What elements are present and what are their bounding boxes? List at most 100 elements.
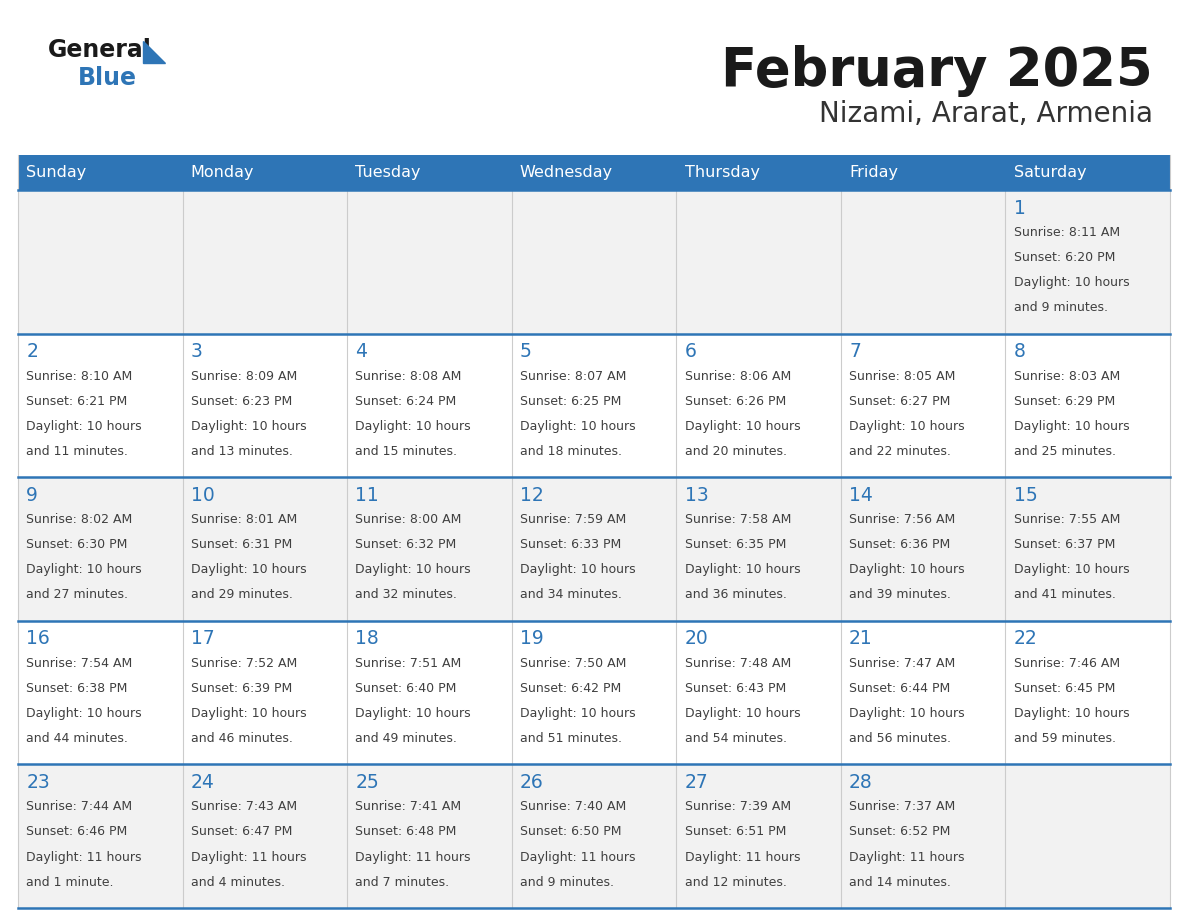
Text: 16: 16 [26,630,50,648]
Bar [18,333,1170,477]
Text: Sunset: 6:29 PM: Sunset: 6:29 PM [1013,395,1114,408]
Text: Daylight: 10 hours: Daylight: 10 hours [1013,564,1130,577]
Text: Sunset: 6:52 PM: Sunset: 6:52 PM [849,825,950,838]
Bar [18,190,1170,333]
Text: and 7 minutes.: and 7 minutes. [355,876,449,889]
Text: Sunset: 6:27 PM: Sunset: 6:27 PM [849,395,950,408]
Text: Daylight: 11 hours: Daylight: 11 hours [355,851,470,864]
Text: Daylight: 10 hours: Daylight: 10 hours [520,564,636,577]
Text: Daylight: 10 hours: Daylight: 10 hours [355,564,470,577]
Text: Sunset: 6:36 PM: Sunset: 6:36 PM [849,538,950,551]
Text: and 36 minutes.: and 36 minutes. [684,588,786,601]
Text: 9: 9 [26,486,38,505]
Text: and 49 minutes.: and 49 minutes. [355,732,457,745]
Text: Sunday: Sunday [26,165,87,180]
Text: and 4 minutes.: and 4 minutes. [191,876,285,889]
Text: 7: 7 [849,342,861,361]
Text: Daylight: 10 hours: Daylight: 10 hours [1013,707,1130,720]
Text: Sunset: 6:43 PM: Sunset: 6:43 PM [684,682,785,695]
Text: Sunset: 6:42 PM: Sunset: 6:42 PM [520,682,621,695]
Text: Daylight: 10 hours: Daylight: 10 hours [355,420,470,432]
Text: Sunrise: 7:40 AM: Sunrise: 7:40 AM [520,800,626,813]
Bar [18,765,1170,908]
Text: Daylight: 10 hours: Daylight: 10 hours [26,564,141,577]
Text: Sunset: 6:20 PM: Sunset: 6:20 PM [1013,251,1116,264]
Text: 19: 19 [520,630,544,648]
Text: Sunset: 6:21 PM: Sunset: 6:21 PM [26,395,127,408]
Text: 24: 24 [191,773,215,792]
Text: Daylight: 10 hours: Daylight: 10 hours [520,420,636,432]
Bar [18,155,183,190]
Bar [18,477,1170,621]
Bar [18,621,1170,765]
Text: Daylight: 10 hours: Daylight: 10 hours [849,564,965,577]
Text: 21: 21 [849,630,873,648]
Text: and 39 minutes.: and 39 minutes. [849,588,950,601]
Text: Sunrise: 8:08 AM: Sunrise: 8:08 AM [355,370,462,383]
Text: and 9 minutes.: and 9 minutes. [520,876,614,889]
Text: 11: 11 [355,486,379,505]
Text: Sunrise: 8:07 AM: Sunrise: 8:07 AM [520,370,626,383]
Text: Sunset: 6:38 PM: Sunset: 6:38 PM [26,682,127,695]
Text: Daylight: 10 hours: Daylight: 10 hours [684,564,801,577]
Text: February 2025: February 2025 [721,45,1154,97]
Text: Sunrise: 8:09 AM: Sunrise: 8:09 AM [191,370,297,383]
Text: and 1 minute.: and 1 minute. [26,876,114,889]
Text: and 51 minutes.: and 51 minutes. [520,732,623,745]
Text: 12: 12 [520,486,544,505]
Text: Sunset: 6:37 PM: Sunset: 6:37 PM [1013,538,1116,551]
Text: Monday: Monday [191,165,254,180]
Text: Sunrise: 8:06 AM: Sunrise: 8:06 AM [684,370,791,383]
Text: and 44 minutes.: and 44 minutes. [26,732,128,745]
Text: Sunset: 6:39 PM: Sunset: 6:39 PM [191,682,292,695]
Bar [841,155,1005,190]
Text: Daylight: 10 hours: Daylight: 10 hours [849,707,965,720]
Text: Daylight: 10 hours: Daylight: 10 hours [355,707,470,720]
Text: Daylight: 10 hours: Daylight: 10 hours [520,707,636,720]
Bar [347,155,512,190]
Text: and 27 minutes.: and 27 minutes. [26,588,128,601]
Text: Daylight: 10 hours: Daylight: 10 hours [191,707,307,720]
Text: and 34 minutes.: and 34 minutes. [520,588,621,601]
Text: 6: 6 [684,342,696,361]
Text: and 20 minutes.: and 20 minutes. [684,445,786,458]
Text: Sunrise: 7:37 AM: Sunrise: 7:37 AM [849,800,955,813]
Text: Daylight: 11 hours: Daylight: 11 hours [191,851,307,864]
Text: Daylight: 11 hours: Daylight: 11 hours [684,851,800,864]
Text: Sunrise: 8:11 AM: Sunrise: 8:11 AM [1013,226,1120,239]
Text: Sunset: 6:25 PM: Sunset: 6:25 PM [520,395,621,408]
Text: 22: 22 [1013,630,1037,648]
Text: Sunset: 6:44 PM: Sunset: 6:44 PM [849,682,950,695]
Text: Sunset: 6:32 PM: Sunset: 6:32 PM [355,538,456,551]
Text: Sunset: 6:40 PM: Sunset: 6:40 PM [355,682,456,695]
Text: Sunrise: 7:55 AM: Sunrise: 7:55 AM [1013,513,1120,526]
Bar [183,155,347,190]
Text: and 25 minutes.: and 25 minutes. [1013,445,1116,458]
Text: Sunset: 6:48 PM: Sunset: 6:48 PM [355,825,456,838]
Text: and 22 minutes.: and 22 minutes. [849,445,950,458]
Text: Wednesday: Wednesday [520,165,613,180]
Text: 10: 10 [191,486,215,505]
Text: Daylight: 10 hours: Daylight: 10 hours [1013,420,1130,432]
Text: Sunrise: 8:05 AM: Sunrise: 8:05 AM [849,370,955,383]
Text: and 46 minutes.: and 46 minutes. [191,732,292,745]
Text: Sunset: 6:45 PM: Sunset: 6:45 PM [1013,682,1116,695]
Text: Daylight: 10 hours: Daylight: 10 hours [26,420,141,432]
Text: and 13 minutes.: and 13 minutes. [191,445,292,458]
Text: 28: 28 [849,773,873,792]
Text: Sunrise: 7:39 AM: Sunrise: 7:39 AM [684,800,791,813]
Text: Daylight: 10 hours: Daylight: 10 hours [1013,276,1130,289]
Text: Sunrise: 7:46 AM: Sunrise: 7:46 AM [1013,656,1120,670]
Bar [1005,155,1170,190]
Text: Sunrise: 7:41 AM: Sunrise: 7:41 AM [355,800,461,813]
Text: and 18 minutes.: and 18 minutes. [520,445,623,458]
Text: Sunrise: 7:58 AM: Sunrise: 7:58 AM [684,513,791,526]
Text: 3: 3 [191,342,203,361]
Text: and 11 minutes.: and 11 minutes. [26,445,128,458]
Text: and 14 minutes.: and 14 minutes. [849,876,950,889]
Text: and 12 minutes.: and 12 minutes. [684,876,786,889]
Text: Sunrise: 8:01 AM: Sunrise: 8:01 AM [191,513,297,526]
Text: 27: 27 [684,773,708,792]
Text: Sunrise: 8:00 AM: Sunrise: 8:00 AM [355,513,462,526]
Text: Sunset: 6:46 PM: Sunset: 6:46 PM [26,825,127,838]
